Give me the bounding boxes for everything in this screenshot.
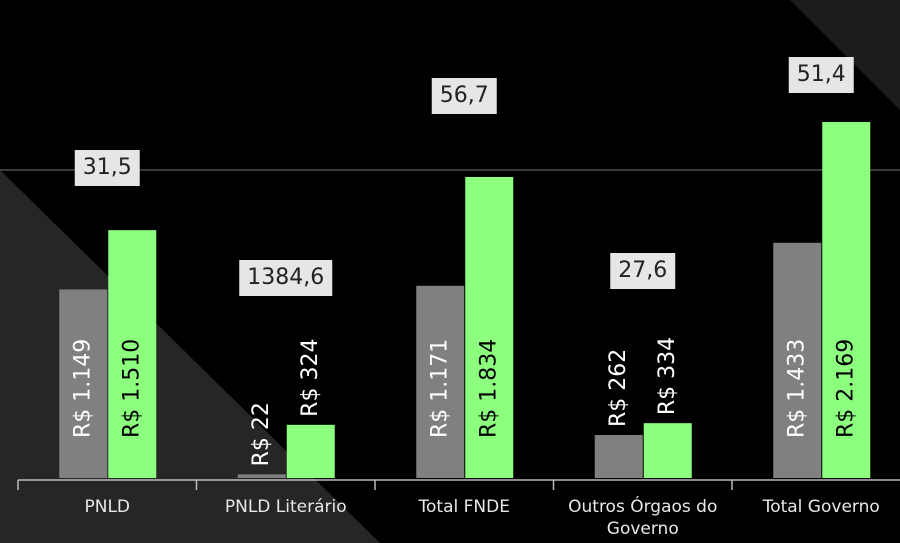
x-tick-label: PNLD: [84, 497, 130, 517]
value-label: R$ 1.834: [476, 339, 501, 438]
bar: [286, 424, 335, 478]
annotation-box: [610, 253, 676, 289]
value-label: R$ 1.510: [119, 339, 144, 438]
x-tick-label: Total Governo: [762, 497, 880, 517]
annotation: 31,5: [83, 155, 132, 180]
x-tick-label: Outros Órgaos do Governo: [568, 495, 717, 539]
background-shape: [790, 0, 900, 110]
x-tick-label: PNLD Literário: [225, 497, 347, 517]
annotation: 51,4: [797, 62, 846, 87]
bar: [237, 474, 286, 478]
bar: [643, 423, 692, 478]
annotation: 1384,6: [247, 265, 324, 290]
annotation: 56,7: [440, 83, 489, 108]
bar: [822, 122, 871, 478]
bar: [416, 285, 465, 478]
value-label: R$ 334: [655, 337, 680, 415]
annotation-box: [788, 57, 854, 93]
bar: [59, 289, 108, 478]
annotation-box: [74, 150, 140, 186]
value-label: R$ 1.149: [70, 339, 95, 438]
bar: [773, 242, 822, 478]
bar: [594, 434, 643, 478]
value-label: R$ 2.169: [833, 339, 858, 438]
annotation-box: [431, 78, 497, 114]
value-label: R$ 262: [606, 349, 631, 427]
value-label: R$ 22: [249, 402, 274, 466]
annotation-box: [239, 260, 333, 296]
bar: [108, 230, 157, 478]
value-label: R$ 324: [298, 339, 323, 417]
value-label: R$ 1.433: [784, 339, 809, 438]
annotation: 27,6: [618, 258, 667, 283]
bar: [465, 176, 514, 478]
value-label: R$ 1.171: [427, 339, 452, 438]
x-tick-label: Total FNDE: [418, 497, 510, 517]
